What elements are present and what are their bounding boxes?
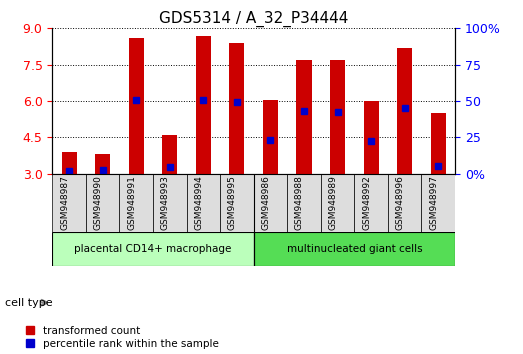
FancyBboxPatch shape (153, 173, 187, 232)
Bar (330, 60, 345, 173)
Text: GSM948987: GSM948987 (60, 175, 69, 230)
FancyBboxPatch shape (422, 173, 455, 232)
FancyBboxPatch shape (388, 173, 422, 232)
Bar (62, 152, 77, 173)
Bar (129, 38, 144, 173)
Text: cell type: cell type (5, 298, 53, 308)
Bar (229, 43, 244, 173)
Bar (363, 101, 379, 173)
FancyBboxPatch shape (187, 173, 220, 232)
Text: GSM948994: GSM948994 (195, 175, 203, 230)
FancyBboxPatch shape (220, 173, 254, 232)
Text: GSM948995: GSM948995 (228, 175, 237, 230)
FancyBboxPatch shape (355, 173, 388, 232)
Legend: transformed count, percentile rank within the sample: transformed count, percentile rank withi… (26, 326, 219, 349)
Bar (297, 60, 312, 173)
FancyBboxPatch shape (52, 232, 254, 266)
Text: multinucleated giant cells: multinucleated giant cells (287, 244, 422, 253)
Text: GSM948993: GSM948993 (161, 175, 170, 230)
Bar (196, 36, 211, 173)
Title: GDS5314 / A_32_P34444: GDS5314 / A_32_P34444 (159, 11, 348, 27)
Text: GSM948997: GSM948997 (429, 175, 438, 230)
Bar (263, 100, 278, 173)
FancyBboxPatch shape (287, 173, 321, 232)
Text: placental CD14+ macrophage: placental CD14+ macrophage (74, 244, 232, 253)
Bar (95, 154, 110, 173)
Text: GSM948996: GSM948996 (396, 175, 405, 230)
Text: GSM948986: GSM948986 (262, 175, 270, 230)
Bar (430, 113, 446, 173)
Text: GSM948992: GSM948992 (362, 175, 371, 230)
Text: GSM948991: GSM948991 (127, 175, 136, 230)
Bar (162, 135, 177, 173)
FancyBboxPatch shape (86, 173, 119, 232)
Text: GSM948988: GSM948988 (295, 175, 304, 230)
FancyBboxPatch shape (119, 173, 153, 232)
FancyBboxPatch shape (254, 232, 455, 266)
FancyBboxPatch shape (52, 173, 86, 232)
Text: GSM948989: GSM948989 (328, 175, 337, 230)
FancyBboxPatch shape (254, 173, 287, 232)
Bar (397, 48, 412, 173)
Text: GSM948990: GSM948990 (94, 175, 103, 230)
FancyBboxPatch shape (321, 173, 355, 232)
